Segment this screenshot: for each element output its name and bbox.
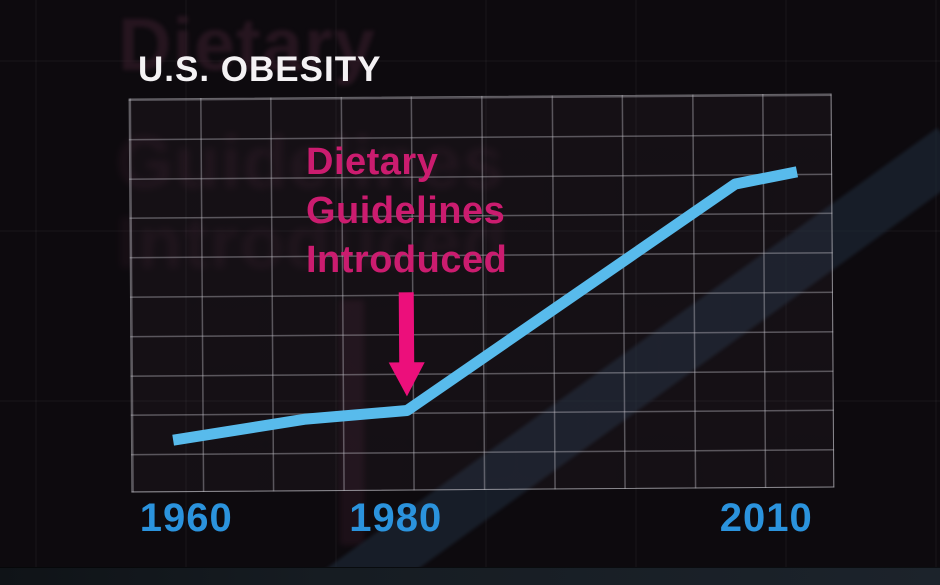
obesity-trend-line (172, 166, 799, 446)
annotation-line-3: Introduced (306, 239, 508, 281)
annotation-down-arrow (388, 292, 425, 397)
ghost-text-guidelines: Guidelines (116, 120, 504, 205)
x-tick-label-2010: 2010 (719, 496, 813, 540)
x-tick-label-1980: 1980 (349, 496, 443, 540)
annotation-dietary-guidelines: Dietary Guidelines Introduced (306, 138, 507, 285)
ghost-text-introduced: Introduced (116, 200, 508, 285)
annotation-line-2: Guidelines (306, 190, 506, 232)
background-bottom-strip (0, 567, 940, 585)
ghost-text-dietary: Dietary (118, 3, 376, 86)
ghost-arrow-mark (340, 300, 364, 545)
annotation-line-1: Dietary (306, 141, 439, 183)
x-tick-label-1960: 1960 (139, 496, 233, 540)
chart-title: U.S. OBESITY (138, 50, 382, 89)
